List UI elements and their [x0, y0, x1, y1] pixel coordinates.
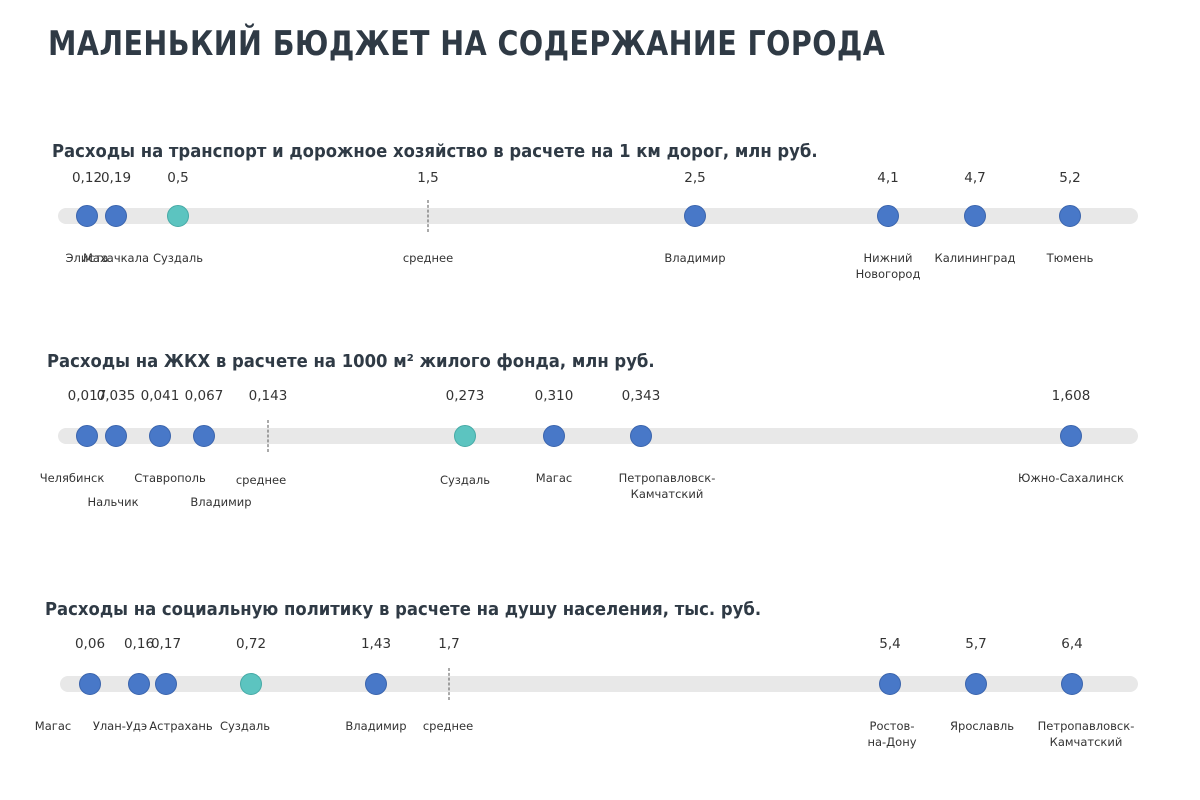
city-label: Нальчик	[87, 495, 139, 509]
data-point	[630, 425, 652, 447]
city-label: Магас	[535, 471, 573, 485]
city-label: Ставрополь	[134, 471, 206, 485]
chart-title: Расходы на социальную политику в расчете…	[45, 600, 762, 620]
city-label: Астрахань	[149, 719, 213, 733]
city-label: Улан-Удэ	[92, 719, 148, 733]
value-label: 5,2	[1059, 170, 1081, 186]
city-label: Челябинск	[39, 471, 105, 485]
value-label: 0,17	[150, 636, 182, 652]
data-point	[79, 673, 101, 695]
average-marker	[427, 200, 429, 232]
city-label: Калининград	[934, 251, 1016, 265]
value-label: 0,19	[100, 170, 132, 186]
value-label: 2,5	[684, 170, 706, 186]
average-label: среднее	[235, 473, 287, 487]
data-point	[149, 425, 171, 447]
value-label: 0,72	[235, 636, 267, 652]
city-label: Нижний Новогород	[855, 251, 921, 281]
value-label: 0,5	[167, 170, 189, 186]
chart-track	[60, 676, 1138, 692]
value-label: 0,017	[67, 388, 107, 404]
chart-section-3: Расходы на социальную политику в расчете…	[0, 600, 1200, 800]
chart-track	[58, 428, 1138, 444]
average-marker	[267, 420, 269, 452]
city-label: Владимир	[345, 719, 407, 733]
data-point	[965, 673, 987, 695]
data-point-highlight	[454, 425, 476, 447]
chart-track	[58, 208, 1138, 224]
data-point	[76, 205, 98, 227]
value-label: 0,067	[184, 388, 224, 404]
page-title: МАЛЕНЬКИЙ БЮДЖЕТ НА СОДЕРЖАНИЕ ГОРОДА	[48, 24, 886, 64]
value-label: 4,1	[877, 170, 899, 186]
data-point	[543, 425, 565, 447]
city-label: Владимир	[190, 495, 252, 509]
value-label: 1,608	[1051, 388, 1091, 404]
city-label: Элиста	[65, 251, 109, 265]
city-label: Петропавловск- Камчатский	[1037, 719, 1135, 749]
value-label: 0,06	[74, 636, 106, 652]
value-label: 0,273	[445, 388, 485, 404]
data-point	[684, 205, 706, 227]
value-label: 0,041	[140, 388, 180, 404]
value-label: 0,12	[71, 170, 103, 186]
value-label: 0,343	[621, 388, 661, 404]
data-point	[365, 673, 387, 695]
value-label: 5,4	[879, 636, 901, 652]
data-point	[105, 425, 127, 447]
average-marker	[448, 668, 450, 700]
chart-title: Расходы на ЖКХ в расчете на 1000 м² жило…	[47, 352, 655, 372]
value-label: 0,310	[534, 388, 574, 404]
value-label: 0,143	[248, 388, 288, 404]
data-point	[105, 205, 127, 227]
data-point	[964, 205, 986, 227]
value-label: 1,7	[438, 636, 460, 652]
city-label: Ростов- на-Дону	[867, 719, 917, 749]
city-label: Петропавловск- Камчатский	[618, 471, 716, 501]
value-label: 5,7	[965, 636, 987, 652]
city-label: Суздаль	[152, 251, 204, 265]
data-point	[155, 673, 177, 695]
chart-title: Расходы на транспорт и дорожное хозяйств…	[52, 142, 818, 162]
city-label: Суздаль	[439, 473, 491, 487]
value-label: 1,5	[417, 170, 439, 186]
data-point	[877, 205, 899, 227]
city-label: Магас	[34, 719, 72, 733]
data-point-highlight	[240, 673, 262, 695]
average-label: среднее	[402, 251, 454, 265]
value-label: 4,7	[964, 170, 986, 186]
city-label: Владимир	[664, 251, 726, 265]
average-label: среднее	[422, 719, 474, 733]
value-label: 1,43	[360, 636, 392, 652]
value-label: 0,16	[123, 636, 155, 652]
value-label: 6,4	[1061, 636, 1083, 652]
chart-section-2: Расходы на ЖКХ в расчете на 1000 м² жило…	[0, 352, 1200, 552]
data-point	[128, 673, 150, 695]
city-label: Суздаль	[219, 719, 271, 733]
city-label: Махачкала	[82, 251, 150, 265]
data-point	[193, 425, 215, 447]
chart-section-1: Расходы на транспорт и дорожное хозяйств…	[0, 142, 1200, 342]
value-label: 0,035	[96, 388, 136, 404]
city-label: Ярославль	[950, 719, 1014, 733]
data-point	[76, 425, 98, 447]
data-point	[1059, 205, 1081, 227]
data-point-highlight	[167, 205, 189, 227]
city-label: Южно-Сахалинск	[1017, 471, 1125, 485]
data-point	[879, 673, 901, 695]
city-label: Тюмень	[1046, 251, 1094, 265]
data-point	[1061, 673, 1083, 695]
data-point	[1060, 425, 1082, 447]
